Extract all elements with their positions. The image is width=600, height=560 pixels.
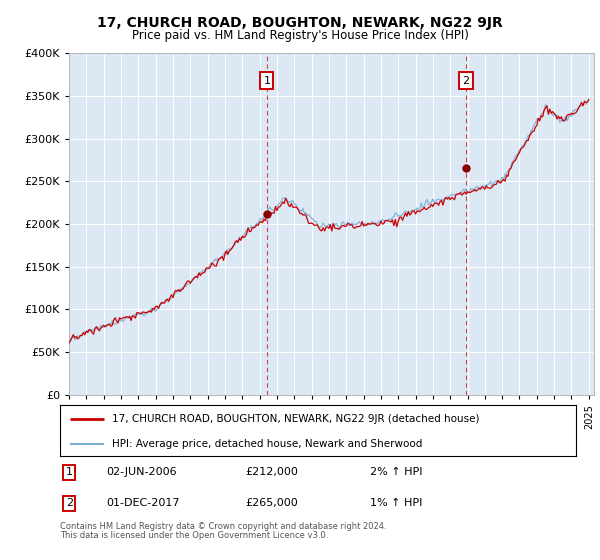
Text: 1: 1 — [263, 76, 271, 86]
Text: £265,000: £265,000 — [246, 498, 299, 508]
Text: 17, CHURCH ROAD, BOUGHTON, NEWARK, NG22 9JR (detached house): 17, CHURCH ROAD, BOUGHTON, NEWARK, NG22 … — [112, 414, 479, 424]
Text: 01-DEC-2017: 01-DEC-2017 — [106, 498, 180, 508]
Text: 17, CHURCH ROAD, BOUGHTON, NEWARK, NG22 9JR: 17, CHURCH ROAD, BOUGHTON, NEWARK, NG22 … — [97, 16, 503, 30]
Text: Contains HM Land Registry data © Crown copyright and database right 2024.: Contains HM Land Registry data © Crown c… — [60, 522, 386, 531]
Text: 2: 2 — [463, 76, 470, 86]
Text: HPI: Average price, detached house, Newark and Sherwood: HPI: Average price, detached house, Newa… — [112, 438, 422, 449]
Text: 02-JUN-2006: 02-JUN-2006 — [106, 467, 177, 477]
Text: This data is licensed under the Open Government Licence v3.0.: This data is licensed under the Open Gov… — [60, 531, 328, 540]
Text: 2% ↑ HPI: 2% ↑ HPI — [370, 467, 422, 477]
Text: 2: 2 — [66, 498, 73, 508]
Text: £212,000: £212,000 — [246, 467, 299, 477]
Text: 1: 1 — [66, 467, 73, 477]
Text: 1% ↑ HPI: 1% ↑ HPI — [370, 498, 422, 508]
Text: Price paid vs. HM Land Registry's House Price Index (HPI): Price paid vs. HM Land Registry's House … — [131, 29, 469, 42]
